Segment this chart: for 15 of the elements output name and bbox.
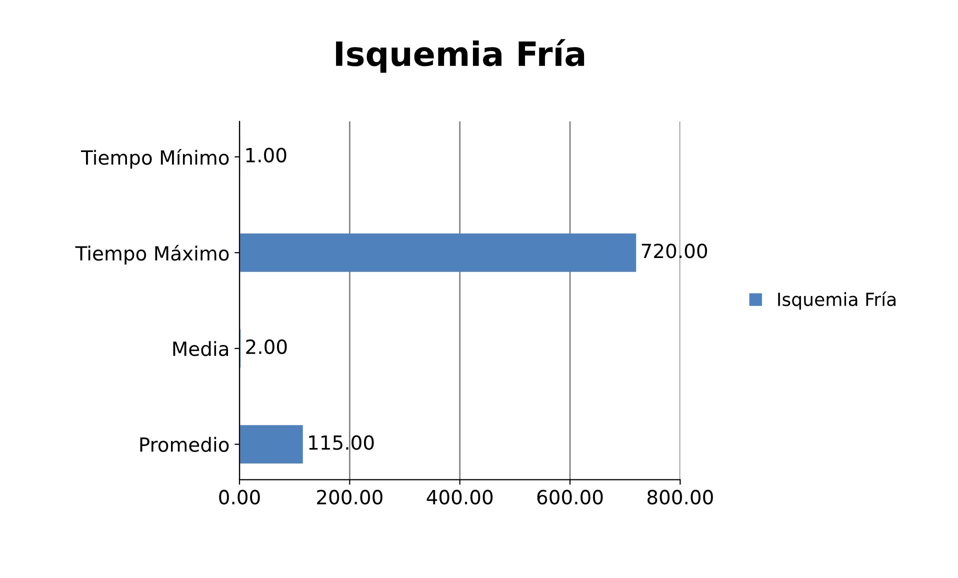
data-label: 2.00 <box>246 339 287 354</box>
y-tick-label: Tiempo Mínimo <box>80 149 229 169</box>
x-tick-label: 800.00 <box>647 490 713 505</box>
x-tick-label: 400.00 <box>426 490 493 505</box>
x-tick-label: 600.00 <box>537 490 603 505</box>
chart-title: Isquemia Fría <box>336 39 584 73</box>
data-label: 720.00 <box>642 244 708 258</box>
data-label: 1.00 <box>246 148 286 162</box>
y-tick-label: Tiempo Máximo <box>75 244 229 264</box>
x-tick-label: 200.00 <box>317 490 382 505</box>
y-tick-label: Media <box>173 341 228 356</box>
data-label: 115.00 <box>309 435 374 450</box>
x-tick-label: 0.00 <box>219 490 260 505</box>
y-tick-label: Promedio <box>140 436 229 452</box>
legend-label: Isquemia Fría <box>778 291 896 310</box>
